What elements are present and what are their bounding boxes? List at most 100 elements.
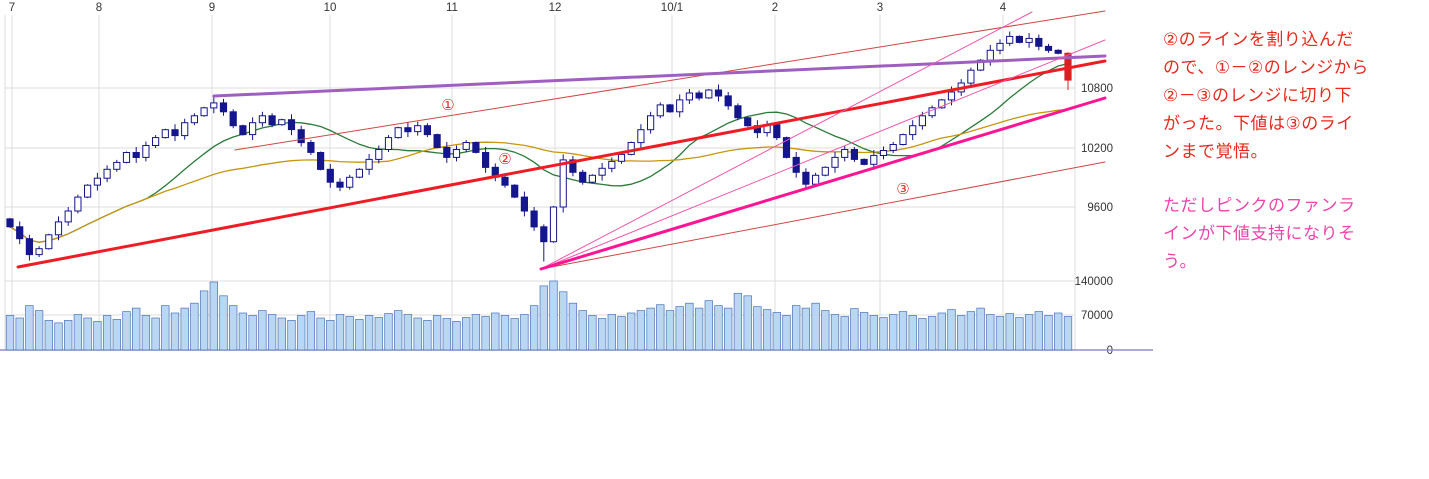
candle-body	[190, 115, 199, 124]
candle-body	[569, 159, 577, 173]
candle-body	[113, 161, 121, 170]
candle-body	[200, 107, 208, 117]
x-axis-label: 12	[549, 2, 562, 14]
candle-body	[744, 117, 752, 127]
volume-bar	[675, 306, 684, 351]
volume-bar	[500, 315, 510, 351]
candle-body	[831, 156, 839, 168]
volume-bar	[452, 321, 461, 351]
candle-body	[365, 158, 373, 170]
volume-bar	[423, 320, 432, 351]
candle-body	[404, 127, 412, 133]
volume-bar	[219, 295, 228, 351]
volume-bar	[898, 311, 908, 351]
volume-bar	[510, 318, 519, 351]
comment-panel: ②のラインを割り込んだので、①－②のレンジから②－③のレンジに切り下がった。下値…	[1163, 26, 1369, 302]
candle-body	[579, 171, 587, 183]
candle-body	[656, 104, 664, 117]
volume-bar	[947, 309, 956, 351]
range-line-3-thin-red	[540, 161, 1106, 270]
candle-body	[74, 196, 82, 212]
volume-bar	[850, 308, 859, 351]
volume-bar	[724, 307, 733, 351]
candle-body	[511, 184, 519, 198]
candle-body	[530, 210, 538, 228]
volume-bar	[326, 320, 335, 351]
volume-bar	[199, 290, 209, 351]
candle-body	[93, 177, 102, 186]
candle-body	[355, 168, 363, 178]
candle-body	[287, 119, 296, 131]
volume-bar	[830, 314, 840, 351]
volume-bar	[442, 318, 451, 351]
volume-bar	[151, 317, 160, 351]
comment-paragraph-1: ②のラインを割り込んだので、①－②のレンジから②－③のレンジに切り下がった。下値…	[1163, 30, 1369, 161]
volume-bar	[335, 314, 345, 351]
candle-body	[782, 137, 791, 158]
candle-body	[841, 149, 849, 158]
volume-bar	[821, 310, 830, 351]
volume-bar	[83, 317, 92, 351]
volume-axis-label: 0	[1107, 345, 1113, 357]
support-line-2-thick-red	[16, 59, 1107, 269]
candle-body	[268, 115, 276, 126]
volume-bar	[258, 310, 267, 351]
candle-body	[152, 137, 160, 147]
fan-line-thick-pink	[539, 96, 1107, 271]
volume-bar	[753, 306, 762, 351]
candle-body	[103, 168, 111, 179]
candle-body	[501, 176, 509, 186]
volume-bar	[840, 316, 849, 351]
candle-body	[462, 142, 470, 150]
x-axis-label: 10	[324, 2, 337, 14]
volume-bar	[889, 314, 898, 351]
candle-body	[773, 124, 781, 139]
volume-bar	[792, 305, 801, 351]
volume-bar	[801, 307, 811, 351]
volume-bar	[112, 319, 121, 351]
candle-body	[171, 129, 179, 137]
volume-bar	[122, 311, 131, 351]
candle-body	[375, 149, 383, 160]
volume-bar	[1054, 312, 1063, 351]
volume-bar	[607, 314, 616, 351]
volume-bar	[588, 315, 597, 351]
volume-bar	[190, 302, 199, 351]
price-axis-label: 10800	[1081, 83, 1113, 95]
volume-bar	[549, 280, 558, 351]
volume-bar	[685, 302, 694, 351]
candle-body	[482, 152, 490, 168]
volume-bar	[355, 319, 364, 351]
volume-bar	[782, 315, 791, 351]
volume-bar	[5, 315, 15, 351]
candle-body	[443, 147, 451, 158]
volume-bar	[413, 317, 422, 351]
volume-bar	[927, 316, 937, 351]
price-chart-svg: 7 8 9 10 11 12 10/1 2 3 4 10800 10200 9600 140000 7000…	[0, 2, 1153, 357]
candle-body	[879, 150, 888, 156]
x-axis-label: 3	[877, 2, 883, 14]
x-axis-label: 7	[9, 2, 15, 14]
volume-bar	[25, 305, 34, 351]
volume-bar	[432, 315, 442, 351]
volume-bar	[481, 316, 490, 351]
candle-body	[1035, 37, 1043, 47]
volume-bar	[15, 317, 24, 351]
volume-bar	[209, 281, 218, 351]
fan-line-thin-pink-a	[540, 11, 1033, 270]
candle-body	[384, 137, 393, 151]
candle-body	[45, 234, 53, 250]
candle-body	[54, 221, 63, 236]
candle-body	[627, 142, 635, 155]
volume-bar	[568, 302, 578, 351]
comment-paragraph-2: ただしピンクのファンラインが下値支持になりそう。	[1163, 196, 1356, 271]
candle-body	[64, 210, 72, 223]
volume-bar	[64, 320, 73, 351]
channel-line-1-thin-red	[234, 10, 1106, 151]
candle-body	[142, 145, 150, 158]
candle-body	[889, 144, 897, 151]
volume-bar	[102, 315, 112, 351]
candle-body	[122, 152, 131, 163]
candle-body	[1015, 35, 1023, 43]
volume-bar	[772, 312, 781, 351]
